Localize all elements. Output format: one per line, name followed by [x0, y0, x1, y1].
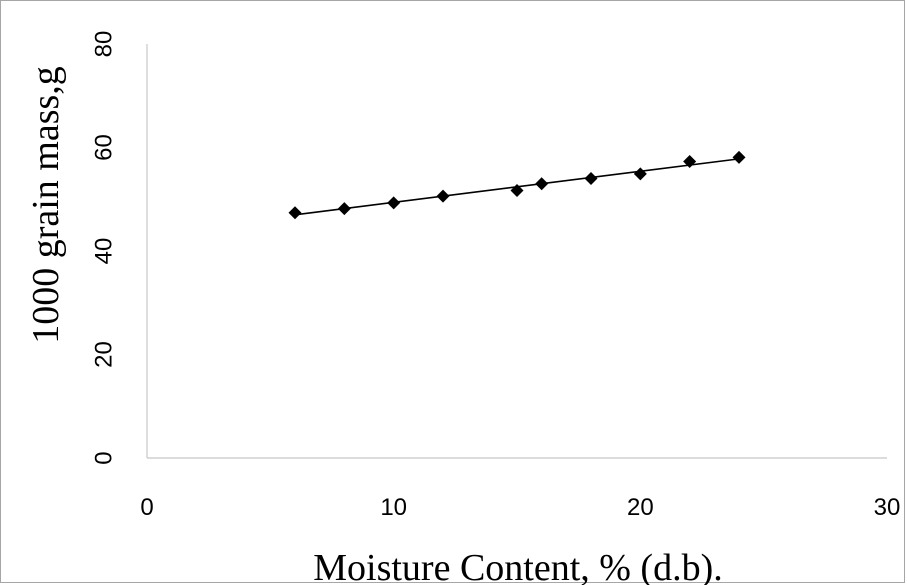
y-tick-label: 60 [91, 134, 118, 161]
y-tick-label: 80 [91, 31, 118, 58]
x-tick-labels: 0 10 20 30 [140, 494, 900, 521]
x-tick-label: 30 [874, 494, 901, 521]
data-point [436, 189, 450, 203]
y-tick-label: 40 [91, 238, 118, 265]
y-tick-label: 0 [91, 451, 118, 464]
data-point [510, 183, 524, 197]
data-point [584, 172, 598, 186]
data-point [683, 154, 697, 168]
axes [146, 44, 887, 459]
x-axis-title: Moisture Content, % (d.b). [313, 547, 723, 585]
x-tick-label: 20 [627, 494, 654, 521]
data-point [732, 150, 746, 164]
data-point [633, 167, 647, 181]
x-tick-label: 10 [380, 494, 407, 521]
data-point [337, 202, 351, 216]
x-tick-label: 0 [140, 494, 153, 521]
data-point [387, 196, 401, 210]
y-tick-labels: 0 20 40 60 80 [91, 31, 118, 465]
data-point [535, 177, 549, 191]
y-axis-title: 1000 grain mass,g [25, 66, 67, 344]
data-points [288, 150, 746, 220]
y-tick-label: 20 [91, 341, 118, 368]
data-point [288, 206, 302, 220]
